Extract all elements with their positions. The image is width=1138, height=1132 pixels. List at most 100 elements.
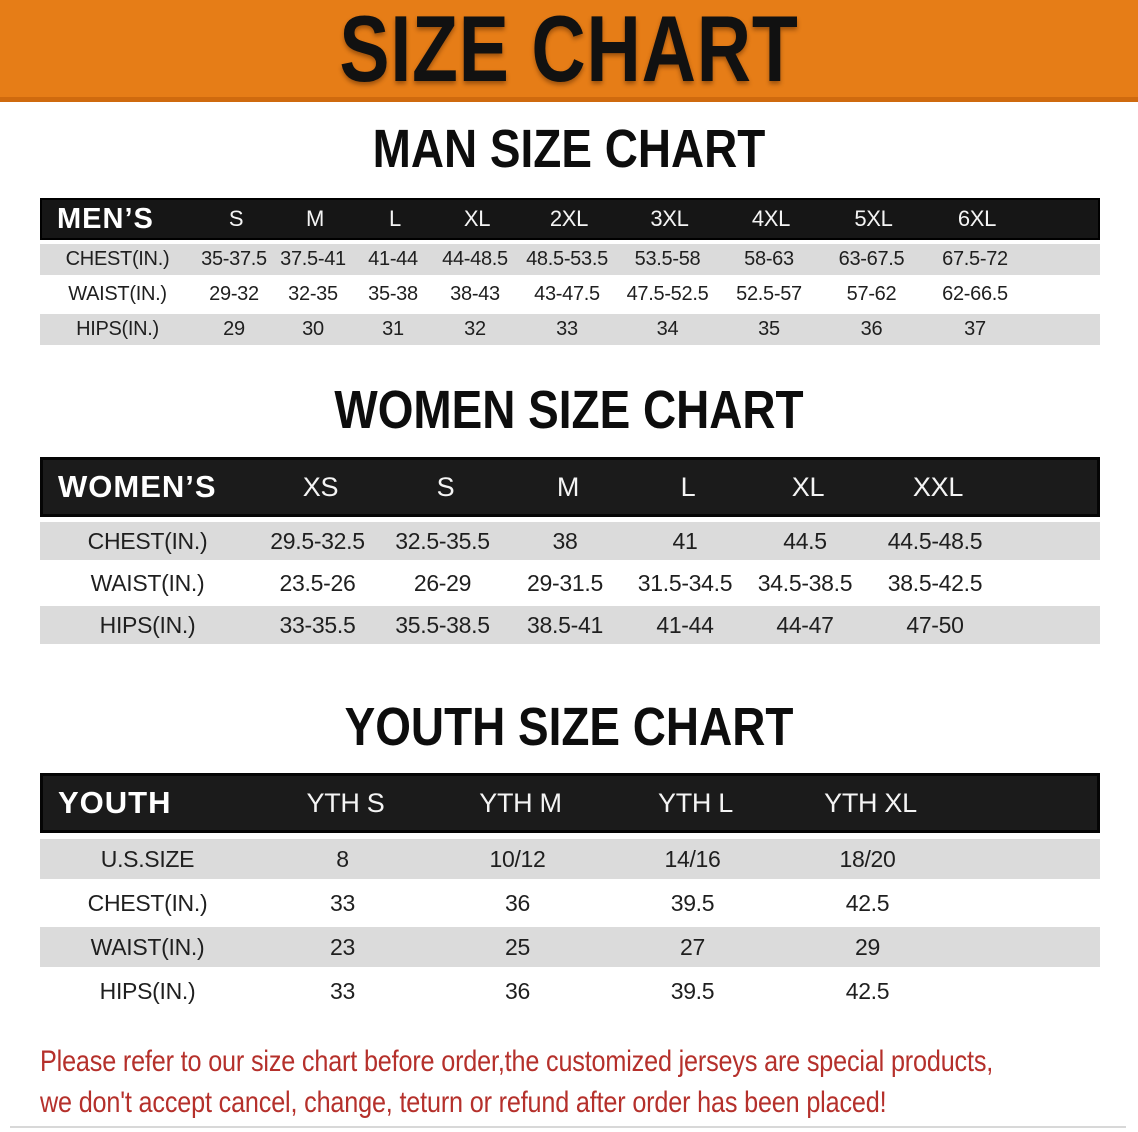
size-value: 35.5-38.5 (395, 611, 490, 638)
men-size-header-4xl: 4XL (751, 206, 791, 231)
row-label: U.S.SIZE (100, 845, 195, 872)
size-value: 48.5-53.5 (526, 248, 608, 270)
size-value: 57-62 (846, 283, 897, 305)
size-value: 38.5-42.5 (887, 569, 983, 596)
size-value: 36 (505, 889, 530, 916)
men-size-table: MEN’S S M L XL 2XL 3XL 4XL 5XL 6XL CHEST… (40, 198, 1100, 345)
size-value: 32 (464, 318, 486, 340)
size-value: 41 (672, 527, 698, 554)
row-label: HIPS(IN.) (99, 611, 196, 638)
men-chest-row: CHEST(IN.) 35-37.5 37.5-41 41-44 44-48.5… (40, 244, 1100, 275)
size-value: 34 (656, 318, 679, 340)
row-label: CHEST(IN.) (87, 889, 208, 916)
youth-hips-row: HIPS(IN.) 33 36 39.5 42.5 (40, 971, 1100, 1011)
size-value: 18/20 (839, 845, 896, 872)
youth-size-header-m: YTH M (479, 787, 562, 818)
women-size-header-xs: XS (302, 471, 339, 502)
men-hips-row: HIPS(IN.) 29 30 31 32 33 34 35 36 37 (40, 314, 1100, 345)
youth-chest-row: CHEST(IN.) 33 36 39.5 42.5 (40, 883, 1100, 923)
women-size-header-m: M (556, 471, 580, 502)
women-size-header-xxl: XXL (912, 471, 964, 502)
youth-size-header-l: YTH L (657, 787, 734, 818)
banner-title: SIZE CHART (339, 0, 799, 101)
size-value: 8 (336, 845, 349, 872)
size-value: 10/12 (489, 845, 546, 872)
size-value: 38-43 (450, 283, 500, 305)
size-value: 26-29 (413, 569, 472, 596)
size-value: 32.5-35.5 (395, 527, 490, 554)
women-size-header-xl: XL (791, 471, 825, 502)
men-size-header-s: S (228, 206, 244, 231)
men-size-header-xl: XL (463, 206, 491, 231)
size-value: 39.5 (670, 977, 715, 1004)
women-table-header-row: WOMEN’S XS S M L XL XXL (40, 457, 1100, 517)
women-size-header-l: L (680, 471, 696, 502)
size-value: 35 (758, 318, 780, 340)
youth-size-header-xl: YTH XL (824, 787, 917, 818)
size-value: 44.5-48.5 (887, 527, 983, 554)
women-size-table: WOMEN’S XS S M L XL XXL CHEST(IN.) 29.5-… (40, 457, 1100, 644)
women-table-corner-label: WOMEN’S (58, 469, 217, 504)
disclaimer-line-1: Please refer to our size chart before or… (40, 1045, 994, 1078)
size-value: 39.5 (670, 889, 715, 916)
women-section-heading: WOMEN SIZE CHART (0, 383, 1138, 437)
women-hips-row: HIPS(IN.) 33-35.5 35.5-38.5 38.5-41 41-4… (40, 606, 1100, 644)
row-label: WAIST(IN.) (90, 569, 205, 596)
row-label: HIPS(IN.) (99, 977, 196, 1004)
size-value: 25 (505, 933, 530, 960)
size-value: 14/16 (664, 845, 721, 872)
row-label: HIPS(IN.) (76, 318, 159, 340)
disclaimer-line-2: we don't accept cancel, change, teturn o… (40, 1086, 887, 1119)
youth-section-heading-text: YOUTH SIZE CHART (344, 697, 794, 757)
bottom-divider (10, 1126, 1126, 1128)
youth-size-table: YOUTH YTH S YTH M YTH L YTH XL U.S.SIZE … (40, 773, 1100, 1011)
size-value: 58-63 (744, 248, 794, 270)
youth-section-heading: YOUTH SIZE CHART (0, 700, 1138, 754)
men-waist-row: WAIST(IN.) 29-32 32-35 35-38 38-43 43-47… (40, 279, 1100, 310)
women-waist-row: WAIST(IN.) 23.5-26 26-29 29-31.5 31.5-34… (40, 564, 1100, 602)
size-value: 44-47 (776, 611, 834, 638)
size-value: 67.5-72 (942, 248, 1008, 270)
size-value: 36 (860, 318, 883, 340)
men-size-header-6xl: 6XL (957, 206, 997, 231)
size-value: 33 (330, 977, 355, 1004)
size-value: 38 (552, 527, 578, 554)
youth-table-header-row: YOUTH YTH S YTH M YTH L YTH XL (40, 773, 1100, 833)
size-value: 23.5-26 (279, 569, 356, 596)
row-label: WAIST(IN.) (68, 283, 167, 305)
size-value: 44.5 (783, 527, 827, 554)
men-size-header-5xl: 5XL (854, 206, 893, 231)
women-size-header-s: S (436, 471, 455, 502)
size-value: 35-37.5 (201, 248, 267, 270)
size-value: 41-44 (656, 611, 714, 638)
disclaimer-text: Please refer to our size chart before or… (40, 1041, 1138, 1123)
size-value: 29 (855, 933, 880, 960)
row-label: CHEST(IN.) (65, 248, 170, 270)
size-value: 37 (964, 318, 986, 340)
size-value: 23 (330, 933, 355, 960)
men-section-heading: MAN SIZE CHART (0, 122, 1138, 176)
size-chart-banner: SIZE CHART (0, 0, 1138, 102)
size-value: 63-67.5 (838, 248, 905, 270)
size-value: 31.5-34.5 (637, 569, 733, 596)
men-size-header-m: M (305, 206, 325, 231)
size-value: 29-31.5 (527, 569, 603, 596)
size-value: 42.5 (845, 889, 890, 916)
size-value: 53.5-58 (634, 248, 701, 270)
size-value: 44-48.5 (442, 248, 508, 270)
size-value: 41-44 (368, 248, 418, 270)
men-size-header-3xl: 3XL (650, 206, 689, 231)
row-label: WAIST(IN.) (90, 933, 205, 960)
size-value: 29.5-32.5 (270, 527, 365, 554)
size-value: 42.5 (845, 977, 890, 1004)
youth-ussize-row: U.S.SIZE 8 10/12 14/16 18/20 (40, 839, 1100, 879)
size-value: 47.5-52.5 (626, 283, 709, 305)
youth-table-corner-label: YOUTH (58, 785, 172, 820)
size-value: 33-35.5 (279, 611, 356, 638)
size-value: 27 (680, 933, 705, 960)
size-value: 31 (382, 318, 404, 340)
size-value: 62-66.5 (942, 283, 1008, 305)
size-value: 33 (330, 889, 355, 916)
size-value: 52.5-57 (736, 283, 802, 305)
